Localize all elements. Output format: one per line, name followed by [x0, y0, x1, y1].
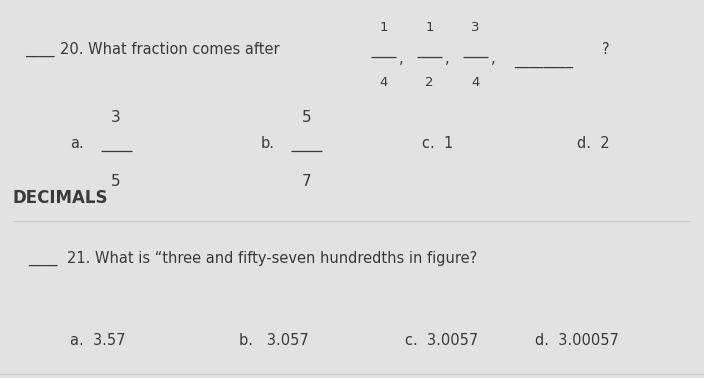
Text: c.  1: c. 1: [422, 136, 453, 151]
Text: 4: 4: [379, 76, 388, 88]
Text: 21. What is “three and fifty-seven hundredths in figure?: 21. What is “three and fifty-seven hundr…: [67, 251, 477, 266]
Text: 1: 1: [425, 21, 434, 34]
Text: 3: 3: [111, 110, 121, 125]
Text: ,: ,: [491, 51, 496, 66]
Text: 7: 7: [301, 174, 311, 189]
Text: 1: 1: [379, 21, 388, 34]
Text: d.  3.00057: d. 3.00057: [535, 333, 619, 348]
Text: ________: ________: [514, 53, 573, 68]
Text: DECIMALS: DECIMALS: [13, 189, 108, 208]
Text: 4: 4: [471, 76, 479, 88]
Text: 3: 3: [471, 21, 479, 34]
Text: b.   3.057: b. 3.057: [239, 333, 309, 348]
Text: 2: 2: [425, 76, 434, 88]
Text: d.  2: d. 2: [577, 136, 610, 151]
Text: 5: 5: [111, 174, 121, 189]
Text: 5: 5: [301, 110, 311, 125]
Text: ?: ?: [602, 42, 610, 57]
Text: 20. What fraction comes after: 20. What fraction comes after: [60, 42, 279, 57]
Text: b.: b.: [260, 136, 275, 151]
Text: ,: ,: [399, 51, 404, 66]
Text: a.: a.: [70, 136, 84, 151]
Text: ____: ____: [28, 251, 58, 266]
Text: a.  3.57: a. 3.57: [70, 333, 126, 348]
Text: ,: ,: [445, 51, 450, 66]
Text: c.  3.0057: c. 3.0057: [405, 333, 478, 348]
Text: ____: ____: [25, 42, 54, 57]
